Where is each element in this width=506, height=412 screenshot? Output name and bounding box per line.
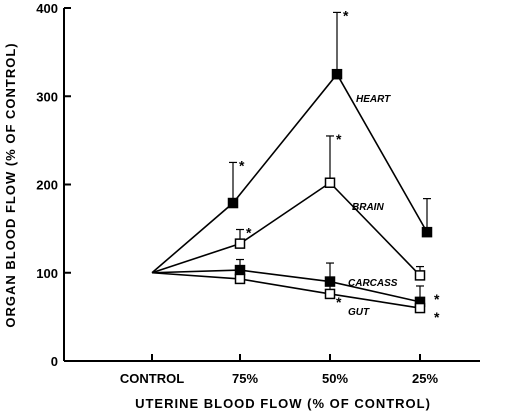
y-tick-label-300: 300 bbox=[36, 89, 58, 104]
error-bars bbox=[229, 11, 431, 309]
marker-heart-3 bbox=[421, 226, 433, 238]
marker-carcass-2 bbox=[324, 276, 336, 287]
series-label-heart: HEART bbox=[356, 94, 391, 105]
significance-brain-2: * bbox=[336, 131, 342, 147]
series-markers bbox=[227, 68, 433, 314]
series-label-brain: BRAIN bbox=[352, 202, 384, 213]
y-tick-label-100: 100 bbox=[36, 266, 58, 281]
marker-brain-3 bbox=[414, 270, 426, 281]
x-axis-label: UTERINE BLOOD FLOW (% OF CONTROL) bbox=[135, 396, 431, 411]
x-tick-label-2: 50% bbox=[322, 371, 348, 386]
y-tick-label-0: 0 bbox=[51, 354, 58, 369]
significance-gut-2: * bbox=[336, 294, 342, 310]
y-tick-label-400: 400 bbox=[36, 1, 58, 16]
y-tick-label-200: 200 bbox=[36, 178, 58, 193]
marker-gut-3 bbox=[414, 302, 426, 314]
y-ticks: 0 100 200 300 400 bbox=[36, 1, 71, 369]
series-lines bbox=[151, 72, 428, 309]
significance-markers: * * * * * * * bbox=[239, 7, 440, 324]
marker-brain-1 bbox=[234, 238, 246, 249]
y-axis-label: ORGAN BLOOD FLOW (% OF CONTROL) bbox=[3, 42, 18, 327]
line-carcass bbox=[151, 269, 421, 303]
series-label-carcass: CARCASS bbox=[348, 278, 398, 289]
significance-carcass-3: * bbox=[434, 291, 440, 307]
series-label-gut: GUT bbox=[348, 307, 370, 318]
marker-carcass-1 bbox=[234, 264, 246, 276]
series-labels: HEART BRAIN CARCASS GUT bbox=[348, 94, 398, 318]
line-brain bbox=[151, 181, 421, 276]
marker-gut-2 bbox=[324, 288, 336, 300]
line-gut bbox=[151, 271, 421, 309]
significance-brain-1: * bbox=[246, 225, 252, 241]
x-tick-label-1: 75% bbox=[232, 371, 258, 386]
marker-brain-2 bbox=[324, 177, 336, 188]
marker-gut-1 bbox=[234, 273, 246, 285]
x-tick-label-0: CONTROL bbox=[120, 371, 184, 386]
significance-heart-1: * bbox=[239, 157, 245, 173]
x-tick-label-3: 25% bbox=[412, 371, 438, 386]
significance-heart-2: * bbox=[343, 7, 349, 23]
line-heart bbox=[151, 72, 428, 274]
marker-heart-1 bbox=[227, 197, 239, 209]
significance-gut-3: * bbox=[434, 309, 440, 325]
x-ticks: CONTROL 75% 50% 25% bbox=[120, 354, 438, 386]
marker-heart-2 bbox=[331, 68, 343, 80]
